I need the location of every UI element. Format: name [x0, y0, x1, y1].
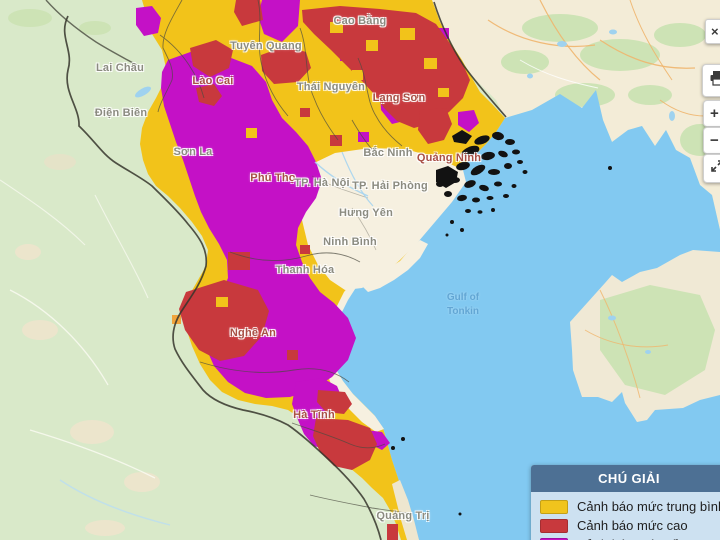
fullscreen-icon — [709, 158, 720, 179]
province-label: Sơn La — [173, 146, 213, 158]
sea-label-line1: Gulf of — [446, 292, 480, 303]
borders — [45, 0, 507, 540]
province-label: Lai Châu — [95, 62, 145, 74]
reservoir — [135, 86, 151, 98]
fullscreen-button[interactable] — [703, 154, 720, 183]
legend-item-high: Cảnh báo mức cao — [540, 516, 718, 535]
province-label: TP. Hải Phòng — [352, 180, 428, 192]
zoom-in-button[interactable]: + — [703, 100, 720, 127]
west-terrain — [0, 154, 171, 536]
rivers — [314, 151, 374, 207]
province-label: Quảng Trị — [376, 510, 430, 522]
province-label: Nghệ An — [229, 327, 277, 339]
legend-label-high: Cảnh báo mức cao — [577, 518, 688, 533]
legend-swatch-medium — [540, 499, 568, 514]
close-icon: × — [711, 24, 719, 39]
legend-item-very-high: Cảnh báo mức rất cao — [540, 535, 718, 540]
legend-panel: CHÚ GIẢI Cảnh báo mức trung bình Cảnh bá… — [531, 465, 720, 540]
province-label: Quảng Ninh — [416, 152, 482, 164]
legend-body: Cảnh báo mức trung bình Cảnh báo mức cao… — [531, 492, 720, 540]
province-label: Tuyên Quang — [230, 40, 302, 52]
hainan-island — [570, 250, 720, 422]
legend-swatch-high — [540, 518, 568, 533]
province-label: Phú Thọ — [250, 172, 296, 184]
minus-icon: − — [710, 132, 719, 149]
province-label: Thanh Hóa — [275, 264, 335, 276]
province-label: Điện Biên — [94, 107, 148, 119]
province-label: Hà Tĩnh — [293, 409, 335, 421]
print-button[interactable] — [702, 64, 720, 97]
zoom-out-button[interactable]: − — [703, 127, 720, 154]
china-land — [8, 0, 720, 230]
province-label: Lào Cai — [192, 75, 234, 87]
legend-item-medium: Cảnh báo mức trung bình — [540, 497, 720, 516]
province-label: Hưng Yên — [339, 207, 393, 219]
province-label: Bắc Ninh — [363, 147, 413, 159]
island-cluster — [391, 130, 612, 516]
sea — [327, 90, 720, 540]
province-label: Cao Bằng — [333, 15, 387, 27]
printer-icon — [708, 69, 720, 92]
province-label: Thái Nguyên — [296, 81, 366, 93]
legend-title: CHÚ GIẢI — [531, 465, 720, 492]
close-button[interactable]: × — [705, 19, 720, 44]
province-label: Lạng Sơn — [372, 92, 426, 104]
sea-label-line2: Tonkin — [446, 306, 480, 317]
province-label: TP. Hà Nội — [294, 177, 350, 189]
sea-label: Gulf of Tonkin — [447, 291, 479, 319]
warning-high-region — [179, 0, 470, 540]
legend-label-very-high: Cảnh báo mức rất cao — [577, 537, 706, 540]
legend-label-medium: Cảnh báo mức trung bình — [577, 499, 720, 514]
province-label: Ninh Bình — [323, 236, 377, 248]
plus-icon: + — [710, 105, 719, 122]
legend-swatch-very-high — [540, 537, 568, 540]
